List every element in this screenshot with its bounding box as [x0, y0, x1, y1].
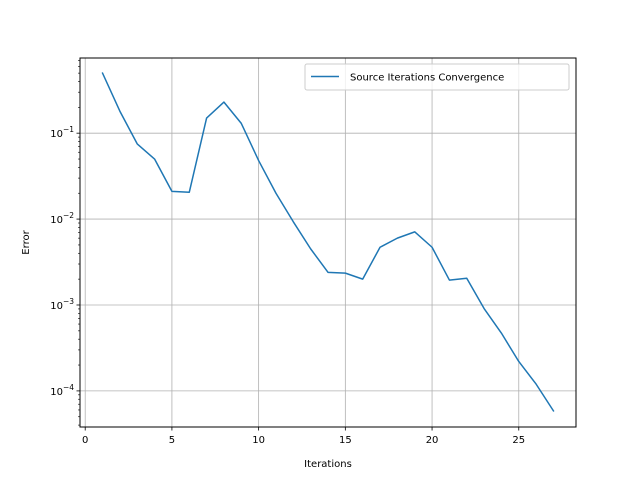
y-tick-label: 10−1: [50, 125, 74, 140]
x-tick-label: 15: [339, 435, 352, 446]
y-axis-label: Error: [21, 229, 32, 254]
plot-lines: [101, 72, 555, 412]
y-tick-labels: 10−4 10−3 10−2 10−1: [50, 125, 74, 398]
major-ticks: [76, 132, 520, 431]
legend-label: Source Iterations Convergence: [350, 73, 504, 84]
x-tick-label: 20: [426, 435, 439, 446]
series-line: [101, 72, 555, 412]
legend-box: [304, 63, 570, 91]
x-tick-labels: 0 5 10 15 20 25: [82, 435, 525, 446]
x-axis-label: Iterations: [304, 459, 352, 470]
y-tick-label: 10−3: [50, 297, 74, 312]
x-tick-label: 10: [252, 435, 265, 446]
x-tick-label: 25: [512, 435, 525, 446]
grid-lines: [80, 58, 576, 427]
x-tick-label: 0: [82, 435, 88, 446]
y-tick-label: 10−2: [50, 211, 74, 226]
x-tick-label: 5: [169, 435, 175, 446]
plot-frame: [79, 57, 577, 428]
legend: Source Iterations Convergence: [304, 63, 570, 91]
y-tick-label: 10−4: [50, 383, 74, 398]
